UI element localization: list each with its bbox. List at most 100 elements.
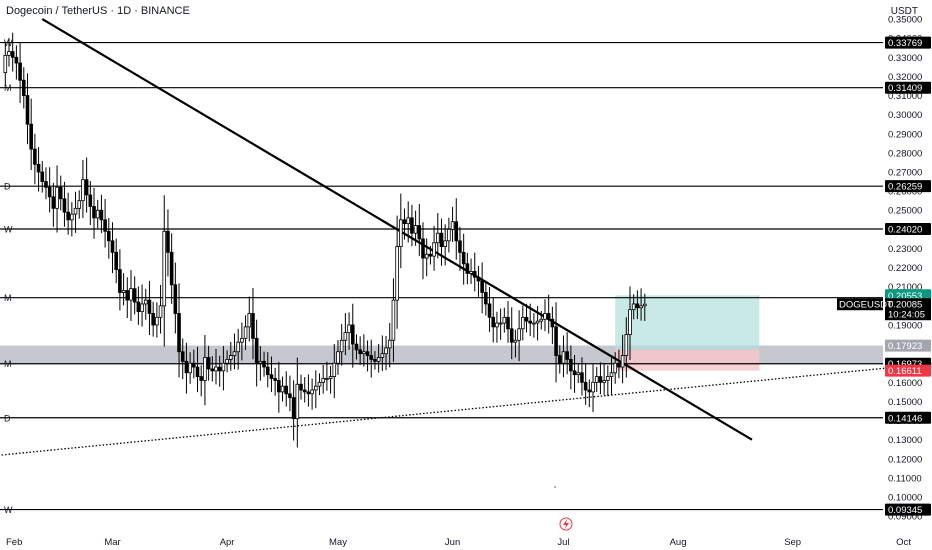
candle-body-up bbox=[620, 355, 625, 368]
candle bbox=[132, 276, 137, 315]
candle bbox=[95, 199, 100, 229]
price-tick-label: 0.16000 bbox=[888, 378, 922, 389]
candle-body-down bbox=[557, 355, 562, 364]
candle bbox=[184, 342, 189, 394]
candle-body-down bbox=[66, 211, 70, 221]
candle-body-up bbox=[521, 316, 525, 330]
candle bbox=[447, 217, 451, 253]
currency-label: USDT bbox=[890, 6, 918, 17]
candle bbox=[354, 334, 359, 360]
candle-body-down bbox=[617, 362, 621, 368]
candle bbox=[417, 204, 422, 256]
candle bbox=[302, 377, 307, 403]
time-tick-label: Jul bbox=[557, 537, 569, 548]
candle-body-up bbox=[591, 381, 595, 393]
candle-body-down bbox=[354, 343, 359, 351]
candle-body-up bbox=[162, 230, 167, 307]
candle bbox=[10, 32, 15, 72]
candle bbox=[336, 340, 340, 375]
candle bbox=[33, 133, 37, 185]
candle-body-up bbox=[121, 290, 126, 293]
candle-body-down bbox=[103, 219, 107, 232]
candle bbox=[3, 41, 8, 87]
lightning-icon-ring bbox=[559, 517, 573, 531]
candle-body-down bbox=[302, 389, 307, 393]
time-tick-label: May bbox=[329, 537, 347, 548]
candle-body-down bbox=[44, 181, 48, 188]
candle bbox=[232, 333, 237, 370]
candle-body-down bbox=[358, 349, 362, 355]
candle bbox=[51, 182, 56, 227]
candle-body-down bbox=[62, 198, 67, 213]
candle bbox=[332, 343, 337, 399]
candle-body-up bbox=[225, 358, 229, 364]
price-tags-layer: 0.337690.314090.262590.240200.204280.169… bbox=[837, 36, 931, 516]
level-price-tag-text: 0.24020 bbox=[888, 224, 922, 235]
price-tick-label: 0.35000 bbox=[888, 15, 922, 26]
candle bbox=[480, 262, 484, 314]
candle bbox=[81, 160, 85, 218]
candle-body-down bbox=[210, 368, 215, 372]
candle bbox=[280, 376, 285, 402]
candle bbox=[143, 288, 148, 320]
candle bbox=[498, 308, 503, 340]
candle bbox=[384, 335, 388, 371]
candle bbox=[228, 341, 233, 371]
candle bbox=[273, 367, 277, 396]
price-tick-label: 0.32000 bbox=[888, 72, 922, 83]
level-timeframe-label: D bbox=[4, 182, 11, 192]
level-timeframe-label: M bbox=[4, 83, 12, 93]
candle bbox=[173, 262, 178, 334]
candle-body-up bbox=[73, 207, 78, 215]
candle bbox=[472, 252, 477, 292]
candle-body-down bbox=[565, 351, 569, 360]
candle bbox=[317, 373, 322, 396]
candle bbox=[557, 345, 562, 374]
level-price-tag-text: 0.09345 bbox=[888, 505, 922, 516]
candle bbox=[461, 233, 466, 285]
candle bbox=[251, 287, 255, 360]
candle bbox=[395, 215, 399, 329]
zone-top-price-tag: 0.17923 bbox=[885, 339, 931, 352]
candle bbox=[55, 165, 59, 233]
candle-body-down bbox=[136, 301, 141, 312]
candle-body-up bbox=[539, 318, 544, 322]
candle bbox=[631, 294, 636, 320]
candle bbox=[399, 193, 403, 269]
candle bbox=[195, 346, 200, 393]
candle bbox=[84, 157, 89, 213]
candle-body-up bbox=[631, 303, 636, 311]
candle-body-down bbox=[635, 303, 640, 309]
candle bbox=[221, 346, 226, 391]
candle-body-up bbox=[362, 351, 366, 355]
candle-body-up bbox=[413, 225, 418, 234]
candle-body-up bbox=[624, 334, 629, 356]
candle-body-down bbox=[284, 385, 289, 395]
candle bbox=[410, 204, 414, 247]
candle-body-down bbox=[550, 318, 555, 328]
level-price-tag-bg bbox=[885, 222, 931, 235]
candle-body-up bbox=[317, 381, 322, 387]
candle-body-up bbox=[532, 322, 536, 325]
candle bbox=[21, 67, 26, 109]
candle bbox=[47, 167, 52, 213]
candle bbox=[217, 355, 222, 387]
price-tick-label: 0.22000 bbox=[888, 263, 922, 274]
price-tick-label: 0.23000 bbox=[888, 244, 922, 255]
candle-body-up bbox=[639, 305, 643, 309]
candle bbox=[299, 374, 303, 400]
candle-body-down bbox=[273, 378, 277, 381]
candle-body-up bbox=[332, 362, 337, 377]
lightning-icon bbox=[559, 517, 573, 531]
candle bbox=[580, 357, 584, 396]
candle-body-down bbox=[262, 360, 266, 368]
candle-body-up bbox=[432, 242, 436, 257]
candle-body-up bbox=[240, 337, 244, 343]
candle-body-down bbox=[528, 320, 532, 324]
candle bbox=[576, 364, 581, 384]
level-timeframe-label: M bbox=[4, 293, 12, 303]
candle-body-down bbox=[506, 316, 510, 330]
candle bbox=[465, 252, 470, 285]
candle bbox=[155, 302, 159, 338]
